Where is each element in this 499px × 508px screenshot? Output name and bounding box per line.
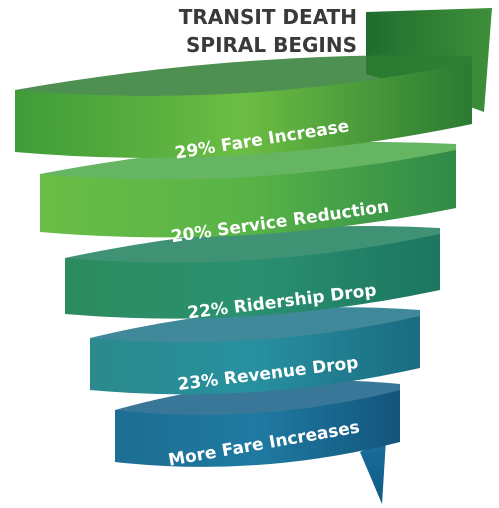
page: More Fare Increases23% Revenue Drop22% R… [0, 0, 499, 508]
title-line: SPIRAL BEGINS [186, 33, 357, 57]
spiral-diagram: More Fare Increases23% Revenue Drop22% R… [0, 0, 499, 508]
title-line: TRANSIT DEATH [179, 5, 357, 29]
